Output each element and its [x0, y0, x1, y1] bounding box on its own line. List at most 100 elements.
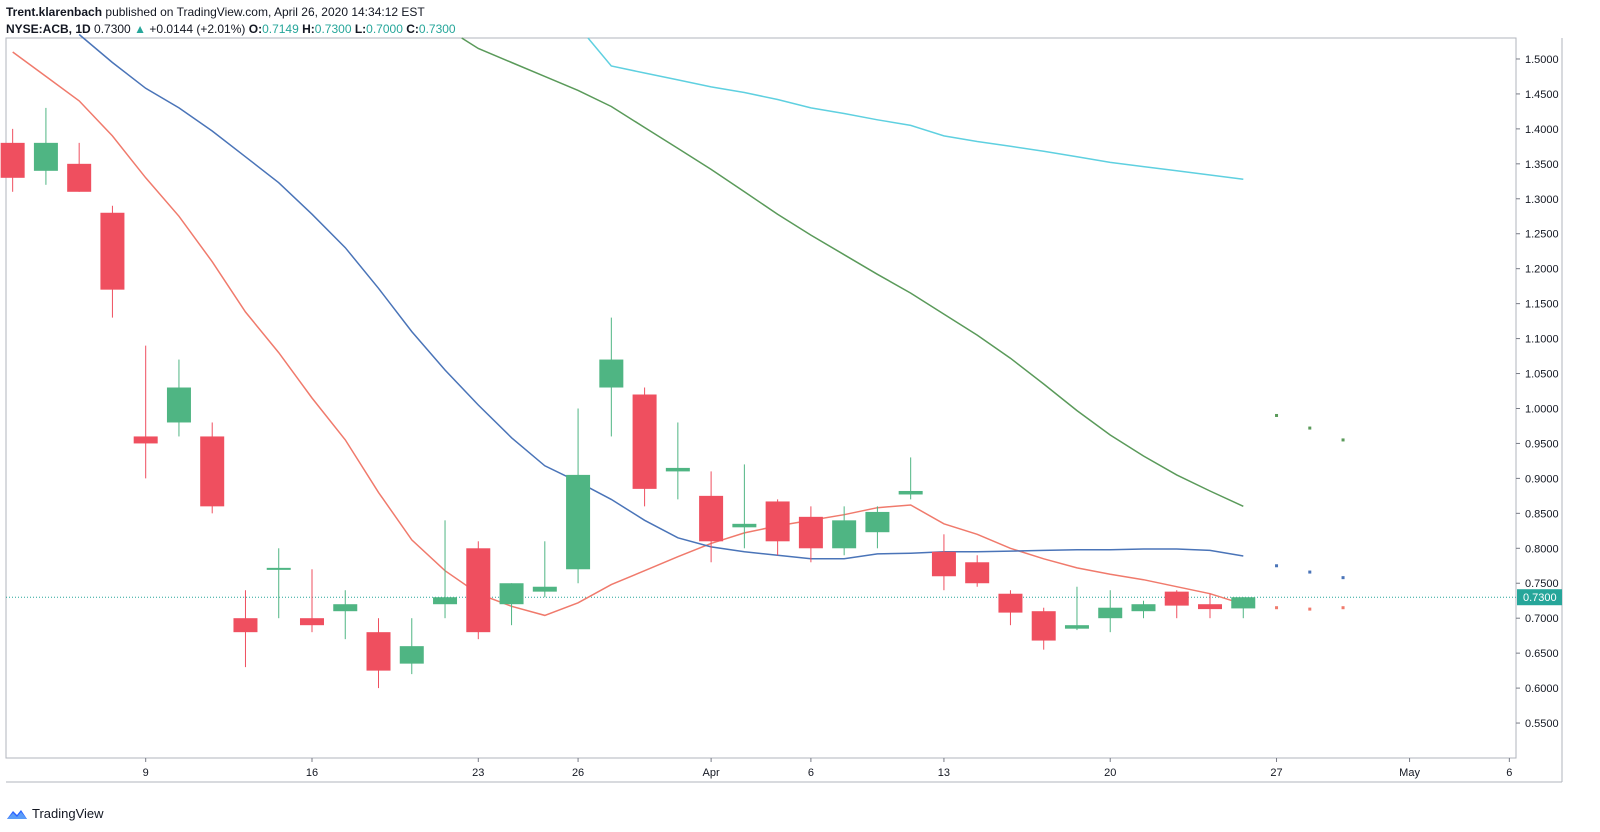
candle-up — [266, 567, 291, 570]
y-tick-label: 1.0000 — [1525, 403, 1559, 415]
moving-average-projection-dot — [1341, 606, 1345, 610]
x-tick-label: 20 — [1104, 767, 1116, 779]
ohlc-line: NYSE:ACB, 1D 0.7300 ▲ +0.0144 (+2.01%) O… — [6, 21, 456, 38]
candle-up — [832, 520, 857, 549]
candle-up — [499, 583, 524, 605]
candle-down — [1198, 604, 1223, 610]
candle-down — [931, 551, 956, 577]
y-tick-label: 1.2000 — [1525, 264, 1559, 276]
high-value: 0.7300 — [314, 22, 352, 36]
moving-average-line — [12, 51, 1244, 617]
moving-average-projection-dot — [1275, 564, 1279, 568]
y-tick-label: 0.6500 — [1525, 648, 1559, 660]
candle-down — [366, 632, 391, 671]
candle-down — [1031, 611, 1056, 641]
y-tick-label: 1.2500 — [1525, 229, 1559, 241]
moving-average-projection-dot — [1341, 576, 1345, 580]
candle-up — [566, 474, 591, 570]
candle-up — [732, 523, 757, 528]
candle-down — [233, 618, 258, 633]
candle-up — [665, 467, 690, 472]
candle-up — [865, 511, 890, 533]
x-tick-label: 13 — [938, 767, 950, 779]
author-name[interactable]: Trent.klarenbach — [6, 5, 103, 19]
candle-down — [765, 501, 790, 542]
candle-up — [1231, 597, 1256, 609]
y-tick-label: 0.8000 — [1525, 543, 1559, 555]
candle-up — [399, 646, 424, 664]
moving-average-projection-dot — [1341, 438, 1345, 442]
candle-down — [133, 436, 158, 444]
x-tick-label: 16 — [306, 767, 318, 779]
candle-down — [67, 163, 92, 192]
plot-frame — [5, 37, 1517, 759]
y-tick-label: 1.3500 — [1525, 159, 1559, 171]
price-chart[interactable]: 1.5000 1.4500 1.4000 1.3500 1.3000 1.2500 1.20… — [0, 0, 1600, 800]
tradingview-brand-label: TradingView — [32, 806, 104, 821]
candle-up — [599, 359, 624, 388]
y-tick-label: 1.5000 — [1525, 54, 1559, 66]
high-label: H: — [302, 22, 315, 36]
chart-header: Trent.klarenbach published on TradingVie… — [6, 4, 456, 38]
x-tick-label: 23 — [472, 767, 484, 779]
change-arrow-icon: ▲ — [134, 22, 146, 36]
price-axis-badge — [1517, 589, 1562, 606]
y-tick-label: 0.7500 — [1525, 578, 1559, 590]
x-tick-label: 27 — [1270, 767, 1282, 779]
candle-down — [998, 593, 1023, 613]
moving-average-line — [461, 37, 1244, 507]
y-tick-label: 0.7000 — [1525, 613, 1559, 625]
candle-up — [898, 490, 923, 495]
last-price: 0.7300 — [94, 22, 131, 36]
symbol-label[interactable]: NYSE:ACB, 1D — [6, 22, 91, 36]
y-tick-label: 1.4000 — [1525, 124, 1559, 136]
y-tick-label: 0.9500 — [1525, 438, 1559, 450]
x-tick-label: 9 — [143, 767, 149, 779]
candle-down — [0, 142, 25, 178]
tradingview-logo-icon — [7, 809, 27, 819]
moving-average-projection-dot — [1275, 413, 1279, 417]
footer-brand[interactable]: TradingView — [6, 806, 104, 821]
low-label: L: — [354, 22, 367, 36]
y-tick-label: 0.6000 — [1525, 683, 1559, 695]
candle-down — [965, 562, 990, 584]
close-value: 0.7300 — [418, 22, 456, 36]
moving-average-projection-dot — [1275, 606, 1279, 610]
x-tick-label: May — [1399, 767, 1420, 779]
moving-average-projection-dot — [1308, 570, 1312, 574]
x-tick-label: 26 — [572, 767, 584, 779]
moving-average-line — [78, 33, 1244, 560]
candle-up — [166, 387, 191, 423]
change-value: +0.0144 (+2.01%) — [149, 22, 246, 36]
candle-up — [532, 586, 557, 592]
moving-average-projection-dot — [1308, 607, 1312, 611]
x-tick-label: 6 — [1506, 767, 1512, 779]
candle-down — [299, 618, 324, 626]
y-tick-label: 1.1000 — [1525, 334, 1559, 346]
candle-down — [100, 212, 125, 290]
moving-average-projection-dot — [1308, 426, 1312, 430]
x-tick-label: 6 — [808, 767, 814, 779]
price-axis-label: 0.7300 — [1523, 592, 1557, 604]
y-tick-label: 0.5500 — [1525, 718, 1559, 730]
publish-info: published on TradingView.com, April 26, … — [105, 5, 425, 19]
candle-up — [1098, 607, 1123, 619]
candle-up — [33, 142, 58, 171]
y-tick-label: 1.3000 — [1525, 194, 1559, 206]
candle-down — [200, 436, 225, 507]
close-label: C: — [406, 22, 419, 36]
y-tick-label: 1.1500 — [1525, 299, 1559, 311]
open-value: 0.7149 — [262, 22, 299, 36]
candle-up — [333, 604, 358, 612]
open-label: O: — [248, 22, 263, 36]
candle-down — [632, 394, 657, 489]
candle-down — [1164, 591, 1189, 606]
publish-line: Trent.klarenbach published on TradingVie… — [6, 4, 456, 21]
candle-down — [466, 548, 491, 633]
candle-down — [699, 495, 724, 542]
candle-up — [1064, 625, 1089, 629]
y-tick-label: 1.4500 — [1525, 89, 1559, 101]
candle-down — [798, 516, 823, 549]
candle-up — [433, 597, 458, 605]
candle-up — [1131, 604, 1156, 612]
